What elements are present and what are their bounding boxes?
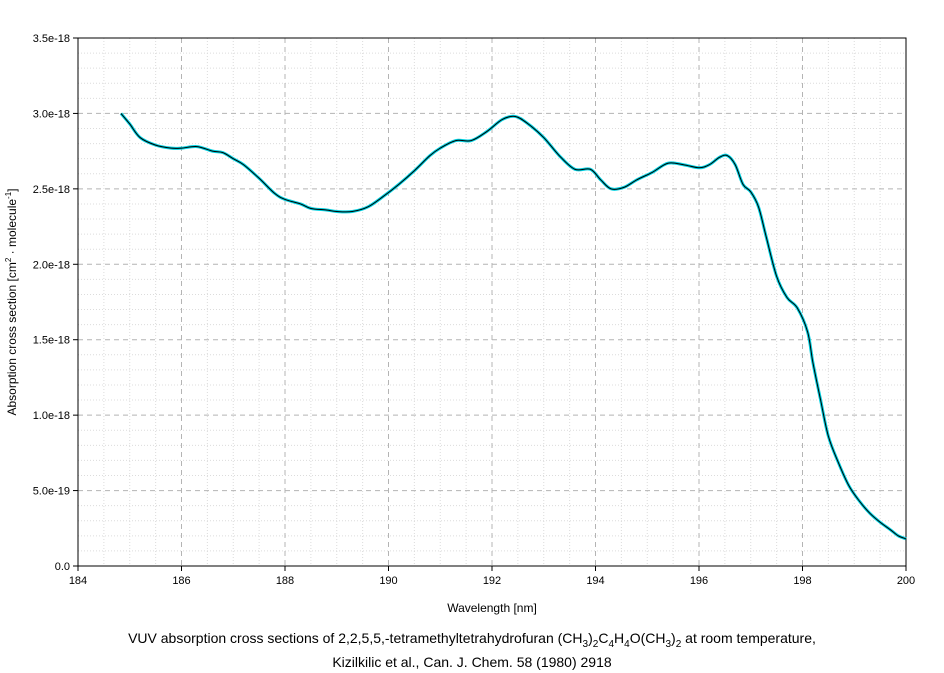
x-tick-label: 196 xyxy=(690,575,708,587)
y-tick-label: 2.5e-18 xyxy=(33,184,70,196)
y-tick-label: 3.5e-18 xyxy=(33,33,70,45)
x-tick-label: 188 xyxy=(276,575,294,587)
x-tick-label: 186 xyxy=(172,575,190,587)
y-axis-ticks: 0.0 5.0e-19 1.0e-18 1.5e-18 2.0e-18 2.5e-18 3.… xyxy=(33,33,78,573)
y-axis-title: Absorption cross section [cm2 · molecule… xyxy=(4,188,19,415)
x-axis-title: Wavelength [nm] xyxy=(447,601,537,615)
x-tick-label: 198 xyxy=(793,575,811,587)
y-tick-label: 2.0e-18 xyxy=(33,259,70,271)
y-tick-label: 3.0e-18 xyxy=(33,108,70,120)
y-tick-label: 5.0e-19 xyxy=(33,486,70,498)
y-tick-label: 1.0e-18 xyxy=(33,410,70,422)
series-line xyxy=(120,113,907,540)
x-tick-label: 184 xyxy=(69,575,87,587)
y-tick-label: 1.5e-18 xyxy=(33,335,70,347)
data-series xyxy=(119,112,907,541)
x-tick-label: 200 xyxy=(897,575,915,587)
x-axis-ticks: 184 186 188 190 192 194 196 198 200 xyxy=(69,566,915,587)
x-tick-label: 190 xyxy=(379,575,397,587)
chart-caption-line-1: VUV absorption cross sections of 2,2,5,5… xyxy=(128,630,816,650)
minor-grid xyxy=(78,38,906,566)
chart-caption-line-2: Kizilkilic et al., Can. J. Chem. 58 (198… xyxy=(332,654,612,670)
x-tick-label: 192 xyxy=(483,575,501,587)
cross-section-chart: 184 186 188 190 192 194 196 198 200 0.0 5.0e-19 1.… xyxy=(4,33,915,615)
x-tick-label: 194 xyxy=(586,575,604,587)
y-tick-label: 0.0 xyxy=(55,561,70,573)
